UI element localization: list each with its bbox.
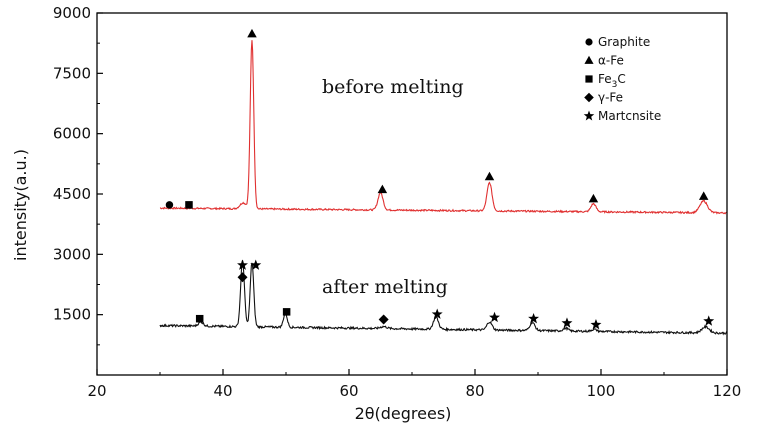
series-0-marker-triangle-5 [588, 193, 599, 203]
series-0-marker-triangle-2 [247, 28, 257, 38]
series-0-marker-circle-0 [165, 201, 174, 209]
x-tick-label-4: 100 [587, 382, 616, 400]
x-tick-label-3: 80 [465, 382, 484, 400]
series-line-1 [159, 260, 728, 336]
legend-marker-star-icon [583, 110, 595, 121]
series-1-marker-star-7 [489, 311, 500, 323]
legend-label-2: Fe3C [598, 72, 626, 90]
legend-marker-diamond-icon [584, 92, 594, 103]
marker-layer [165, 28, 715, 330]
series-1-marker-star-3 [250, 259, 262, 270]
legend-marker-triangle-icon [584, 55, 594, 64]
series-1-marker-star-2 [237, 259, 248, 270]
legend-marker-circle-icon [585, 38, 593, 46]
series-1-marker-star-6 [431, 308, 443, 319]
x-tick-label-5: 120 [713, 382, 742, 400]
legend-label-4: Martcnsite [598, 109, 661, 123]
y-tick-label-0: 1500 [53, 306, 91, 324]
series-1-marker-diamond-5 [378, 314, 389, 325]
x-tick-label-1: 40 [213, 382, 232, 400]
y-tick-label-5: 9000 [53, 4, 91, 22]
y-tick-label-1: 3000 [53, 245, 91, 263]
series-1-marker-star-8 [528, 312, 540, 324]
series-layer [159, 40, 728, 336]
axes: 20 40 60 80 100 120 1500 3000 4500 6000 7500 9000 [53, 4, 742, 400]
series-1-marker-star-11 [703, 315, 715, 326]
y-tick-label-2: 4500 [53, 185, 91, 203]
legend-marker-square-icon [585, 75, 593, 83]
legend-label-1: α-Fe [598, 54, 624, 68]
series-1-marker-square-4 [282, 308, 291, 316]
series-line-0 [159, 40, 728, 215]
y-axis-title: intensity(a.u.) [11, 149, 30, 261]
y-tick-label-3: 6000 [53, 125, 91, 143]
legend-label-3: γ-Fe [598, 91, 623, 105]
series-1-marker-square-0 [195, 314, 204, 323]
series-1-marker-diamond-1 [237, 272, 248, 283]
series-0-marker-triangle-6 [698, 191, 709, 200]
series-0-marker-triangle-4 [484, 171, 495, 181]
x-tick-label-0: 20 [87, 382, 106, 400]
legend-label-0: Graphite [598, 35, 650, 49]
series-0-marker-triangle-3 [377, 184, 388, 194]
x-tick-label-2: 60 [339, 382, 358, 400]
annotation-after-melting: after melting [322, 276, 448, 298]
series-1-marker-star-9 [561, 317, 573, 328]
annotation-before-melting: before melting [322, 76, 464, 98]
series-0-marker-square-1 [185, 201, 193, 209]
x-axis-title: 2θ(degrees) [355, 404, 452, 423]
y-tick-label-4: 7500 [53, 64, 91, 82]
series-1-marker-star-10 [590, 318, 602, 330]
